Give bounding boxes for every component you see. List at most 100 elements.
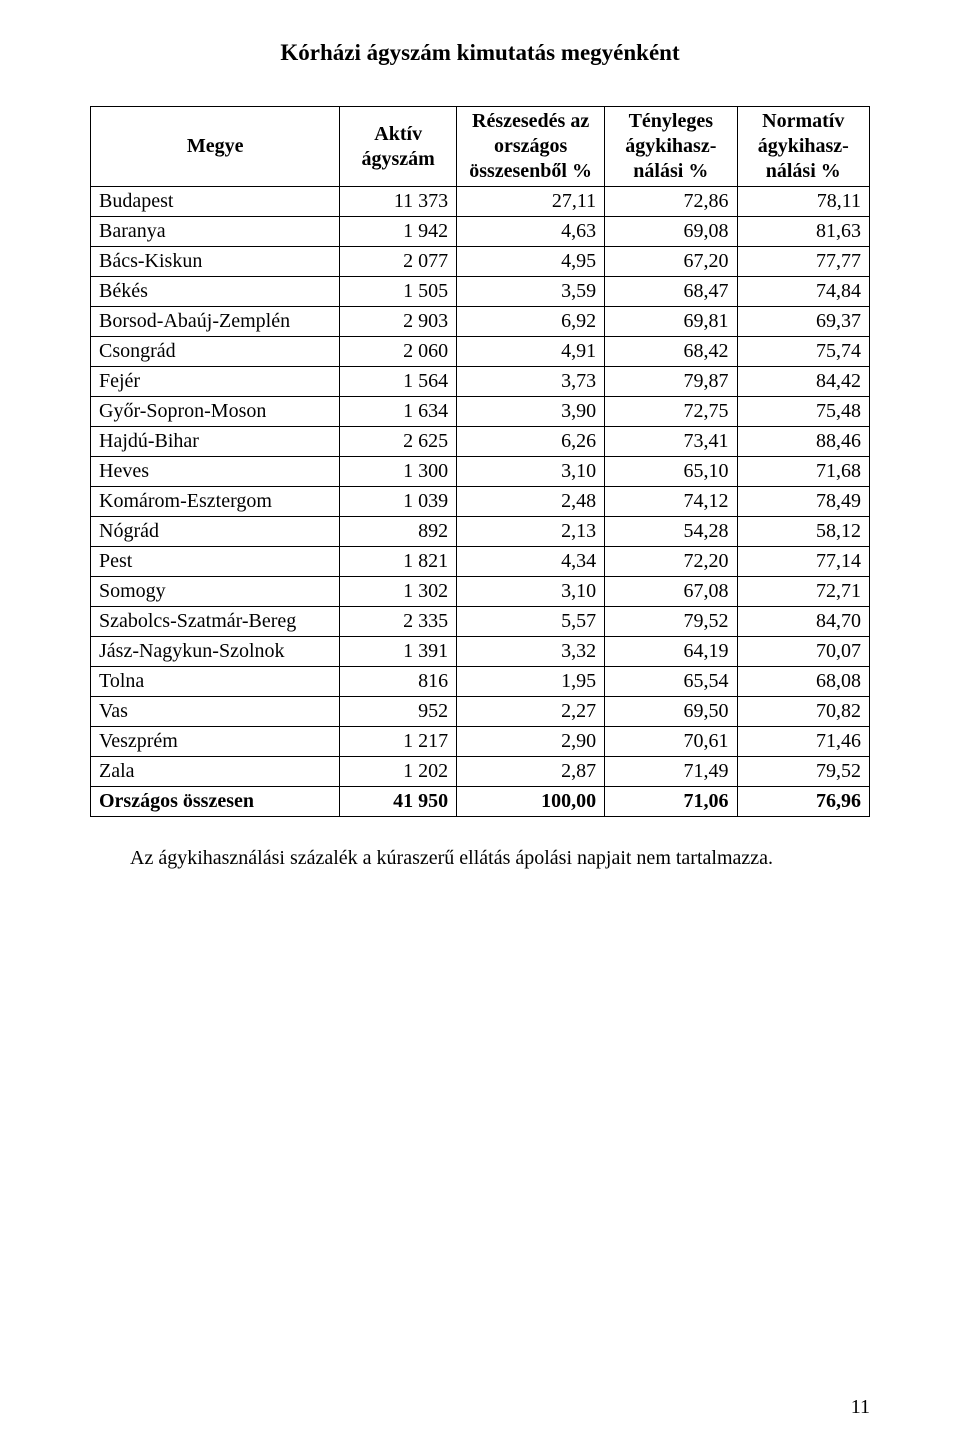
- cell-value: 65,10: [605, 457, 737, 487]
- cell-value: 69,50: [605, 697, 737, 727]
- cell-value: 2 335: [340, 607, 457, 637]
- cell-value: 2,48: [457, 487, 605, 517]
- table-row: Csongrád2 0604,9168,4275,74: [91, 337, 870, 367]
- cell-value: 73,41: [605, 427, 737, 457]
- cell-value: 2 077: [340, 247, 457, 277]
- cell-value: 2,27: [457, 697, 605, 727]
- table-row: Fejér1 5643,7379,8784,42: [91, 367, 870, 397]
- cell-value: 2 625: [340, 427, 457, 457]
- table-row: Vas9522,2769,5070,82: [91, 697, 870, 727]
- table-row: Nógrád8922,1354,2858,12: [91, 517, 870, 547]
- cell-value: 816: [340, 667, 457, 697]
- cell-value: 3,10: [457, 577, 605, 607]
- cell-value: 84,42: [737, 367, 869, 397]
- cell-value: 70,07: [737, 637, 869, 667]
- cell-name: Baranya: [91, 217, 340, 247]
- cell-value: 79,52: [737, 757, 869, 787]
- cell-value: 58,12: [737, 517, 869, 547]
- page: Kórházi ágyszám kimutatás megyénként Meg…: [0, 0, 960, 1449]
- cell-value: 69,37: [737, 307, 869, 337]
- cell-value: 84,70: [737, 607, 869, 637]
- cell-value: 1 942: [340, 217, 457, 247]
- cell-value: 70,61: [605, 727, 737, 757]
- cell-value: 6,26: [457, 427, 605, 457]
- table-header-row: Megye Aktív ágyszám Részesedés az ország…: [91, 107, 870, 187]
- cell-value: 5,57: [457, 607, 605, 637]
- cell-value: 1 039: [340, 487, 457, 517]
- table-body: Budapest11 37327,1172,8678,11Baranya1 94…: [91, 187, 870, 817]
- cell-value: 67,08: [605, 577, 737, 607]
- cell-value: 75,74: [737, 337, 869, 367]
- col-header-reszesedes: Részesedés az országos összesenből %: [457, 107, 605, 187]
- cell-value: 78,11: [737, 187, 869, 217]
- cell-value: 65,54: [605, 667, 737, 697]
- cell-total-value: 100,00: [457, 787, 605, 817]
- cell-value: 27,11: [457, 187, 605, 217]
- cell-value: 1 302: [340, 577, 457, 607]
- cell-value: 3,32: [457, 637, 605, 667]
- cell-name: Hajdú-Bihar: [91, 427, 340, 457]
- cell-name: Pest: [91, 547, 340, 577]
- cell-value: 64,19: [605, 637, 737, 667]
- cell-value: 71,49: [605, 757, 737, 787]
- cell-value: 2,90: [457, 727, 605, 757]
- table-row: Tolna8161,9565,5468,08: [91, 667, 870, 697]
- cell-value: 2,87: [457, 757, 605, 787]
- cell-total-value: 76,96: [737, 787, 869, 817]
- cell-name: Vas: [91, 697, 340, 727]
- cell-value: 77,14: [737, 547, 869, 577]
- table-row: Veszprém1 2172,9070,6171,46: [91, 727, 870, 757]
- cell-value: 4,34: [457, 547, 605, 577]
- cell-name: Nógrád: [91, 517, 340, 547]
- cell-value: 79,52: [605, 607, 737, 637]
- cell-name: Bács-Kiskun: [91, 247, 340, 277]
- table-row: Budapest11 37327,1172,8678,11: [91, 187, 870, 217]
- cell-value: 88,46: [737, 427, 869, 457]
- cell-value: 3,59: [457, 277, 605, 307]
- cell-value: 68,08: [737, 667, 869, 697]
- table-row: Heves1 3003,1065,1071,68: [91, 457, 870, 487]
- cell-value: 69,81: [605, 307, 737, 337]
- table-row: Somogy1 3023,1067,0872,71: [91, 577, 870, 607]
- cell-value: 892: [340, 517, 457, 547]
- cell-name: Tolna: [91, 667, 340, 697]
- cell-name: Komárom-Esztergom: [91, 487, 340, 517]
- cell-value: 1 505: [340, 277, 457, 307]
- cell-total-name: Országos összesen: [91, 787, 340, 817]
- cell-value: 1 564: [340, 367, 457, 397]
- cell-value: 4,95: [457, 247, 605, 277]
- cell-value: 75,48: [737, 397, 869, 427]
- cell-value: 68,47: [605, 277, 737, 307]
- cell-name: Budapest: [91, 187, 340, 217]
- table-row: Borsod-Abaúj-Zemplén2 9036,9269,8169,37: [91, 307, 870, 337]
- table-row: Jász-Nagykun-Szolnok1 3913,3264,1970,07: [91, 637, 870, 667]
- cell-value: 72,20: [605, 547, 737, 577]
- page-number: 11: [851, 1396, 870, 1419]
- cell-value: 71,46: [737, 727, 869, 757]
- cell-value: 71,68: [737, 457, 869, 487]
- cell-total-value: 71,06: [605, 787, 737, 817]
- col-header-tenyleges: Tényleges ágykihasz-nálási %: [605, 107, 737, 187]
- cell-value: 3,90: [457, 397, 605, 427]
- cell-name: Győr-Sopron-Moson: [91, 397, 340, 427]
- cell-value: 952: [340, 697, 457, 727]
- cell-name: Jász-Nagykun-Szolnok: [91, 637, 340, 667]
- table-total-row: Országos összesen41 950100,0071,0676,96: [91, 787, 870, 817]
- cell-value: 11 373: [340, 187, 457, 217]
- cell-name: Fejér: [91, 367, 340, 397]
- cell-value: 4,91: [457, 337, 605, 367]
- cell-value: 1 217: [340, 727, 457, 757]
- cell-value: 3,10: [457, 457, 605, 487]
- cell-value: 2,13: [457, 517, 605, 547]
- cell-value: 1 634: [340, 397, 457, 427]
- cell-value: 54,28: [605, 517, 737, 547]
- cell-value: 79,87: [605, 367, 737, 397]
- col-header-megye: Megye: [91, 107, 340, 187]
- table-row: Pest1 8214,3472,2077,14: [91, 547, 870, 577]
- cell-value: 2 903: [340, 307, 457, 337]
- cell-value: 2 060: [340, 337, 457, 367]
- cell-value: 72,75: [605, 397, 737, 427]
- cell-name: Borsod-Abaúj-Zemplén: [91, 307, 340, 337]
- cell-value: 3,73: [457, 367, 605, 397]
- table-row: Békés1 5053,5968,4774,84: [91, 277, 870, 307]
